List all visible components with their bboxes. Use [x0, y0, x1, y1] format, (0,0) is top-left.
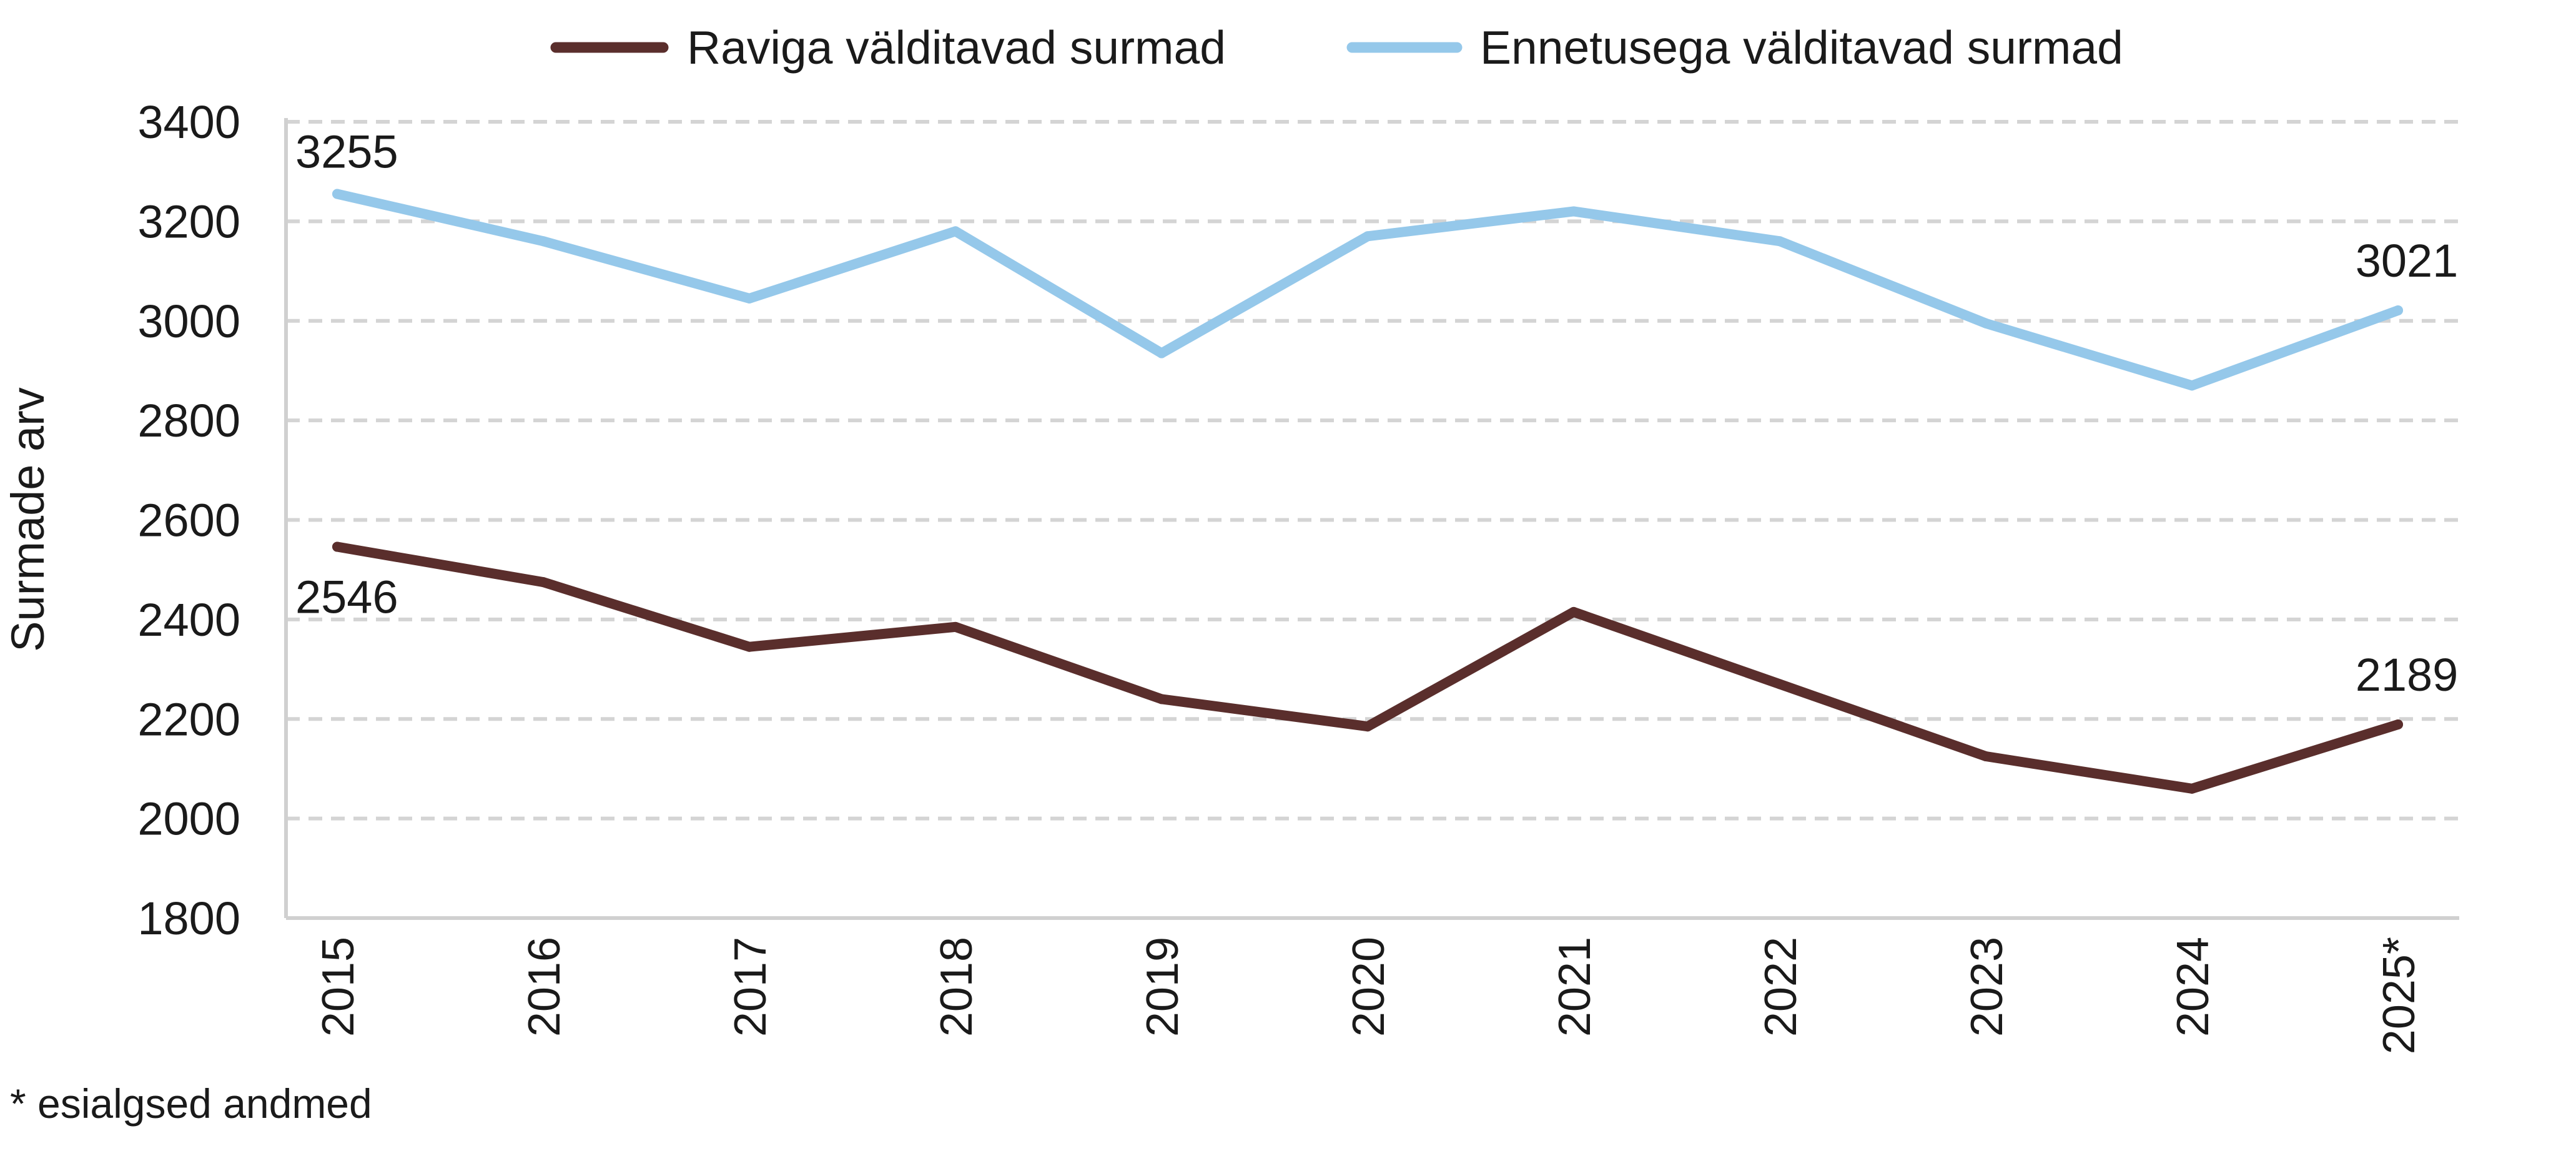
data-point [2187, 380, 2197, 391]
data-point [2393, 719, 2403, 730]
x-tick-label: 2024 [2168, 937, 2218, 1037]
y-tick-label: 2400 [137, 594, 240, 646]
legend-label: Raviga välditavad surmad [687, 21, 1226, 74]
x-tick-label: 2025* [2374, 937, 2424, 1054]
data-label: 3021 [2356, 235, 2459, 287]
y-tick-label: 3200 [137, 195, 240, 247]
x-tick-label: 2020 [1344, 937, 1394, 1037]
y-axis-label: Surmade arv [2, 387, 54, 652]
data-point [538, 236, 548, 247]
data-point [950, 226, 960, 237]
data-label: 3255 [295, 126, 398, 178]
legend: Raviga välditavad surmad Ennetusega väldi… [550, 21, 2123, 74]
y-tick-label: 2000 [137, 793, 240, 845]
data-point [1569, 606, 1579, 617]
y-tick-label: 2800 [137, 395, 240, 447]
data-point [1157, 348, 1167, 358]
gridlines [286, 120, 2459, 821]
data-labels: 2546 2189 3255 3021 [295, 126, 2458, 701]
data-point [1775, 236, 1785, 247]
x-tick-label: 2019 [1138, 937, 1188, 1037]
data-point [332, 189, 342, 199]
x-tick-label: 2023 [1962, 937, 2012, 1037]
data-point [1157, 694, 1167, 704]
data-label: 2189 [2356, 649, 2459, 701]
data-point [1981, 751, 1991, 762]
x-tick-label: 2016 [520, 937, 570, 1037]
x-tick-label: 2022 [1756, 937, 1806, 1037]
data-point [1363, 231, 1373, 242]
data-point [1569, 206, 1579, 217]
axes: 1800 2000 2200 2400 2600 2800 3000 3200 3400 2015… [137, 96, 2459, 1054]
y-tick-label: 2600 [137, 495, 240, 546]
data-point [744, 293, 754, 304]
y-tick-label: 3000 [137, 295, 240, 347]
data-point [744, 641, 754, 652]
x-tick-label: 2017 [726, 937, 776, 1037]
data-point [1981, 318, 1991, 329]
data-point [2187, 783, 2197, 794]
data-point [332, 541, 342, 552]
x-tick-label: 2018 [932, 937, 982, 1037]
data-point [2393, 305, 2403, 316]
x-tick-label: 2015 [313, 937, 363, 1037]
y-tick-label: 3400 [137, 96, 240, 148]
data-label: 2546 [295, 571, 398, 623]
data-point [1363, 721, 1373, 732]
data-point [1775, 679, 1785, 689]
legend-label: Ennetusega välditavad surmad [1480, 21, 2123, 74]
data-point [950, 621, 960, 632]
footnote-text: * esialgsed andmed [10, 1080, 372, 1127]
y-tick-label: 1800 [137, 892, 240, 944]
series-lines [332, 189, 2403, 794]
data-point [538, 577, 548, 588]
y-tick-label: 2200 [137, 693, 240, 745]
x-tick-label: 2021 [1550, 937, 1600, 1037]
series-line-0 [332, 541, 2403, 794]
